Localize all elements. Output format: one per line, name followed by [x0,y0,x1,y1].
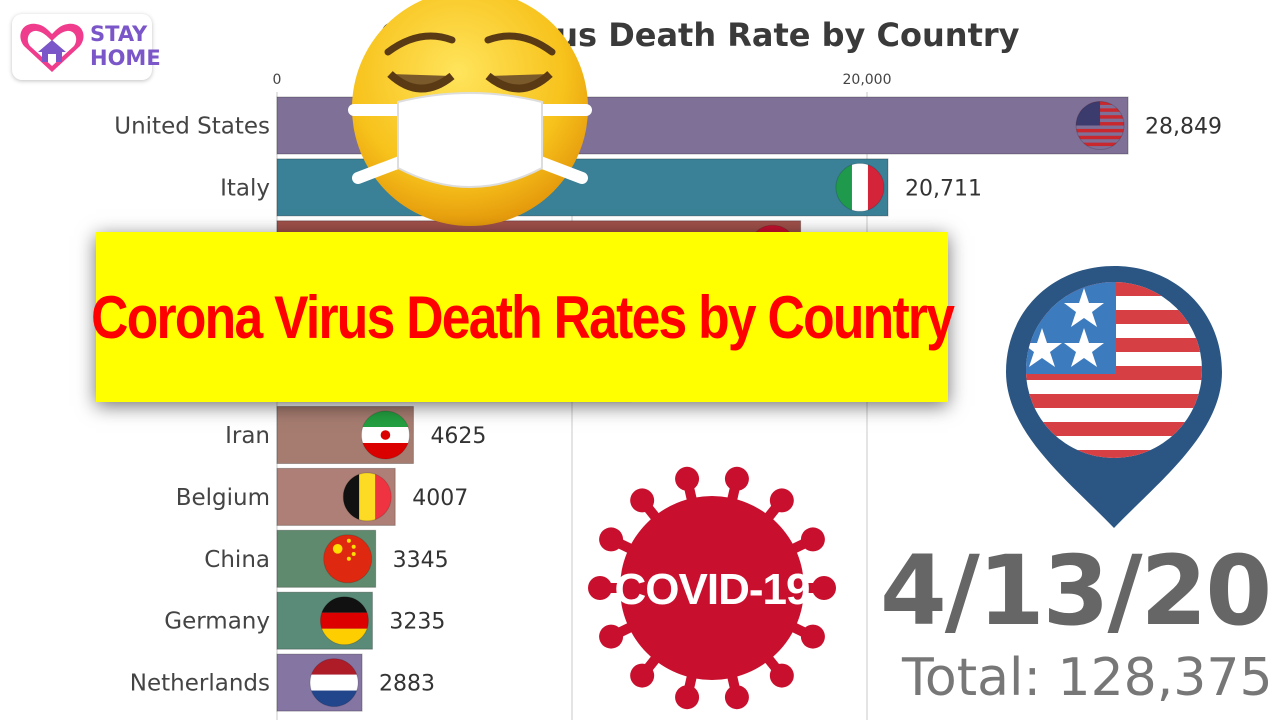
bar-row: Italy 20,711 [220,158,982,217]
virus-spike-tip [599,527,624,552]
value-label: 4625 [430,424,486,449]
virus-spike-tip [675,685,700,710]
us-flag-icon [1076,101,1125,147]
category-label: Belgium [176,485,270,511]
bar-row: Netherlands 2883 [130,653,435,712]
bar-row: Germany 3235 [164,591,445,650]
heart-house-icon [20,23,84,73]
belgium-flag-icon [343,472,392,521]
bar-row: United States 28,849 [114,96,1222,155]
virus-spike-tip [769,488,794,513]
china-flag-icon [323,534,372,583]
value-label: 2883 [379,672,435,697]
germany-flag-icon [320,596,369,645]
x-axis-ticks: 0 20,000 [273,72,892,88]
bar-row: China 3345 [204,529,449,588]
x-tick-label: 20,000 [843,72,892,88]
title-banner: Corona Virus Death Rates by Country [91,232,955,402]
category-label: China [204,547,270,573]
italy-flag-icon [835,163,884,212]
date-display: 4/13/20 [880,535,1272,647]
value-label: 3345 [393,548,449,573]
category-label: Iran [225,423,270,449]
bar-row: Iran 4625 [225,406,486,464]
value-label: 20,711 [905,176,982,201]
covid-label: COVID-19 [615,565,810,614]
virus-spike-tip [599,624,624,649]
masked-face-emoji-icon [348,0,592,226]
virus-spike-tip [800,527,825,552]
virus-spike-tip [630,663,655,688]
virus-spike-tip [630,488,655,513]
stay-home-logo: STAY HOME [12,14,161,80]
virus-spike-tip [724,685,749,710]
us-flag-pin-icon [1006,266,1222,528]
value-label: 28,849 [1145,115,1222,140]
value-label: 3235 [389,610,445,635]
virus-spike-tip [800,624,825,649]
virus-spike-tip [769,663,794,688]
category-label: Germany [164,609,270,635]
virus-spike-tip [675,466,700,491]
x-tick-label: 0 [273,72,282,88]
category-label: Italy [220,175,270,201]
value-label: 4007 [412,486,468,511]
covid-virus-icon: COVID-19 [588,466,836,710]
banner-title: Corona Virus Death Rates by Country [90,283,955,351]
total-deaths: Total: 128,375 [902,648,1273,708]
stay-home-label: STAY HOME [90,22,161,70]
virus-spike-tip [724,466,749,491]
category-label: United States [114,114,270,140]
virus-spike-tip [812,576,836,600]
category-label: Netherlands [130,671,270,697]
bar-row: Belgium 4007 [176,467,468,526]
virus-spike-tip [588,576,612,600]
netherlands-flag-icon [310,658,359,707]
iran-flag-icon [361,411,410,459]
